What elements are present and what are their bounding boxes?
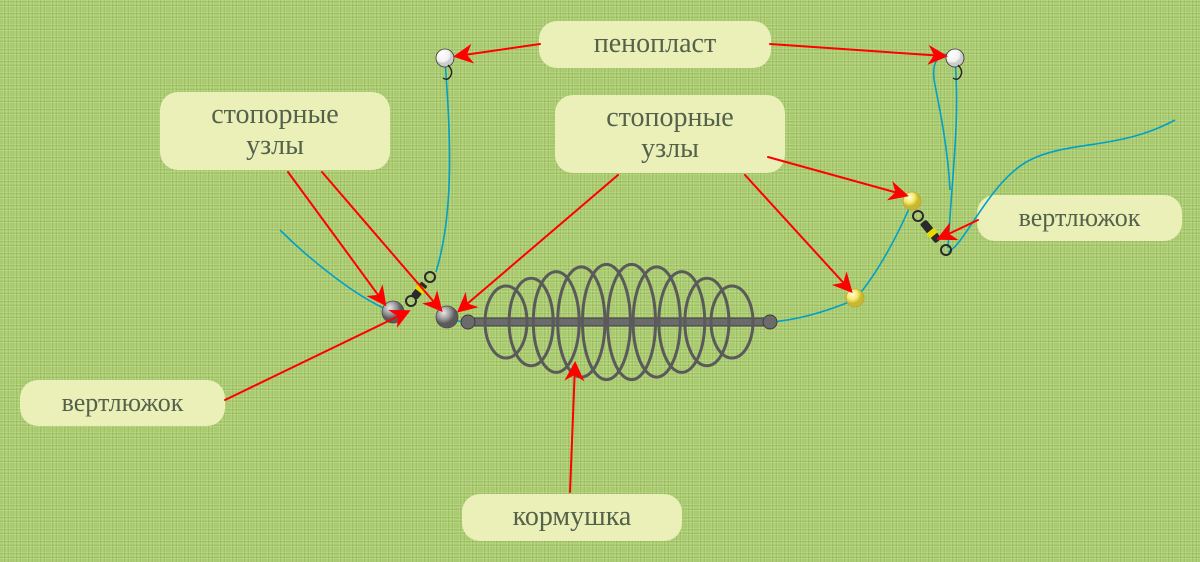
fabric-background [0,0,1200,562]
diagram-canvas: пенопласт стопорныеузлы стопорныеузлы ве… [0,0,1200,562]
label-feeder: кормушка [462,494,682,541]
label-swivel-right: вертлюжок [977,195,1182,241]
label-foam: пенопласт [539,21,771,68]
label-stopper-knots-right: стопорныеузлы [555,95,785,173]
label-swivel-left: вертлюжок [20,380,225,426]
label-stopper-knots-left: стопорныеузлы [160,92,390,170]
